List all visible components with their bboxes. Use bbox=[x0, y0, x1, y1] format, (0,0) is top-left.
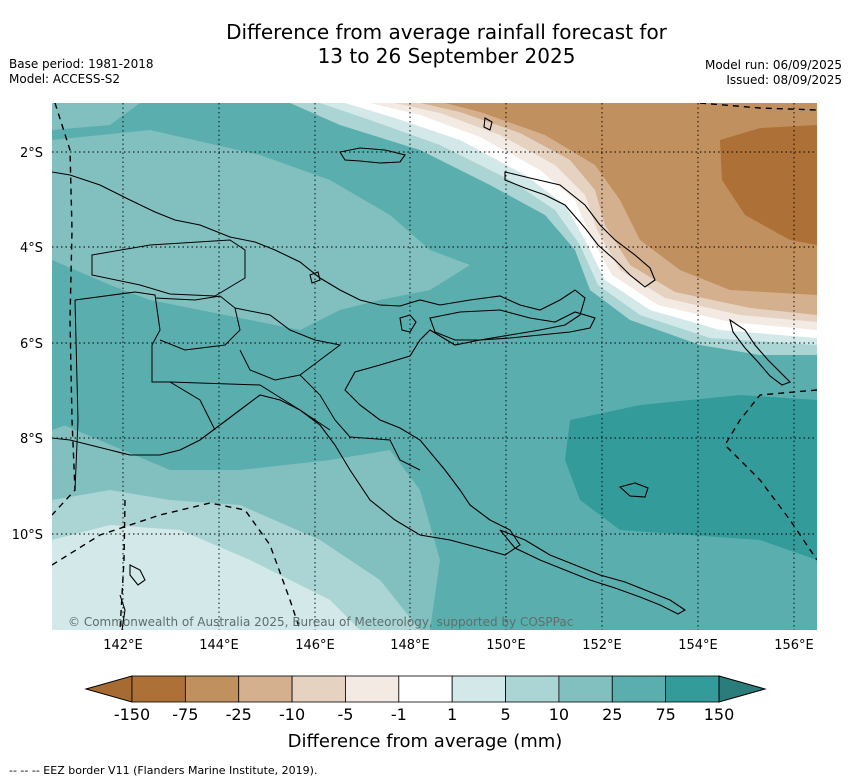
karkar-island bbox=[309, 271, 321, 284]
field-palest-sw bbox=[52, 525, 360, 630]
issued-date: Issued: 08/09/2025 bbox=[726, 73, 842, 87]
field-mid-west bbox=[52, 280, 110, 430]
colorbar-tick-label: 150 bbox=[704, 705, 735, 724]
gulf-border bbox=[299, 374, 421, 471]
lon-label: 154°E bbox=[678, 638, 718, 653]
colorbar-tick-labels: -150 -75 -25 -10 -5 -1 1 5 10 25 75 150 bbox=[114, 705, 734, 724]
map-title: Difference from average rainfall forecas… bbox=[0, 20, 850, 68]
western-province-border bbox=[74, 291, 216, 431]
eez-west bbox=[52, 103, 76, 516]
new-britain-west bbox=[429, 309, 596, 341]
bougainville bbox=[729, 318, 791, 386]
colorbar-cell bbox=[345, 675, 400, 703]
colorbar-tick-label: -75 bbox=[172, 705, 198, 724]
colorbar-cell bbox=[238, 675, 293, 703]
colorbar-tick-label: -25 bbox=[226, 705, 252, 724]
colorbar-tick-label: -5 bbox=[337, 705, 353, 724]
model-run: Model run: 06/09/2025 bbox=[704, 58, 842, 72]
colorbar-tick-label: 75 bbox=[655, 705, 675, 724]
lat-labels: 2°S 4°S 6°S 8°S 10°S bbox=[12, 146, 43, 543]
new-ireland bbox=[504, 171, 656, 288]
colorbar-cell bbox=[505, 675, 560, 703]
colorbar-tick-label: 25 bbox=[602, 705, 622, 724]
field-light-nw bbox=[52, 103, 140, 130]
colorbar-tick-label: 10 bbox=[549, 705, 569, 724]
umboi-island bbox=[399, 314, 417, 333]
colorbar-tick-label: 1 bbox=[447, 705, 457, 724]
colorbar-cell bbox=[451, 675, 506, 703]
band-minus-75-150 bbox=[720, 125, 817, 245]
eez-east bbox=[724, 389, 817, 561]
colorbar-legend: -150 -75 -25 -10 -5 -1 1 5 10 25 75 150 Difference … bbox=[84, 675, 767, 752]
colorbar-cell bbox=[558, 675, 613, 703]
mussau-island bbox=[483, 117, 493, 131]
lat-label: 4°S bbox=[20, 241, 43, 256]
colorbar-cell bbox=[131, 675, 186, 703]
eez-south bbox=[52, 502, 301, 630]
meta-left: Base period: 1981-2018 Model: ACCESS-S2 bbox=[9, 57, 154, 87]
province-borders bbox=[74, 239, 421, 491]
colorbar-cell bbox=[398, 675, 453, 703]
colorbar-arrow-high bbox=[718, 675, 767, 703]
woodlark-island bbox=[618, 482, 649, 498]
graticule bbox=[52, 103, 817, 630]
meta-right: Model run: 06/09/2025 Issued: 08/09/2025 bbox=[705, 58, 842, 88]
torres-islands bbox=[129, 564, 146, 586]
lon-labels: 142°E 144°E 146°E 148°E 150°E 152°E 154°… bbox=[103, 638, 814, 653]
southern-highlands-border bbox=[169, 381, 331, 431]
eez-note: -- -- -- EEZ border V11 (Flanders Marine… bbox=[9, 764, 317, 777]
sandaun-border bbox=[91, 239, 246, 297]
model-name: Model: ACCESS-S2 bbox=[9, 72, 121, 86]
colorbar-arrow-low bbox=[84, 675, 133, 703]
lat-label: 10°S bbox=[12, 528, 43, 543]
lat-label: 8°S bbox=[20, 432, 43, 447]
png-mainland-coast bbox=[52, 171, 586, 556]
lat-label: 2°S bbox=[20, 146, 43, 161]
manus-island bbox=[339, 147, 406, 164]
colorbar-tick-label: 5 bbox=[500, 705, 510, 724]
lon-label: 150°E bbox=[486, 638, 526, 653]
map-plot-area: © Commonwealth of Australia 2025, Bureau… bbox=[52, 103, 817, 630]
colorbar-tick-label: -1 bbox=[391, 705, 407, 724]
international-border bbox=[74, 299, 79, 491]
field-dark-east bbox=[565, 395, 817, 560]
colorbar-cell bbox=[665, 675, 720, 703]
legend-title: Difference from average (mm) bbox=[288, 731, 563, 752]
lon-label: 142°E bbox=[103, 638, 143, 653]
lon-label: 156°E bbox=[774, 638, 814, 653]
highlands-border bbox=[234, 307, 342, 381]
colorbar-cell bbox=[184, 675, 240, 703]
enga-border bbox=[154, 295, 241, 351]
lat-label: 6°S bbox=[20, 337, 43, 352]
title-line-1: Difference from average rainfall forecas… bbox=[226, 20, 667, 44]
eez-borders bbox=[52, 103, 817, 630]
colorbar-cell bbox=[291, 675, 346, 703]
field-light-west bbox=[52, 130, 470, 330]
lon-label: 146°E bbox=[295, 638, 335, 653]
eez-torres bbox=[119, 499, 126, 630]
louisiade-archipelago bbox=[499, 529, 687, 615]
base-period: Base period: 1981-2018 bbox=[9, 57, 154, 71]
colorbar-cell bbox=[611, 675, 667, 703]
lon-label: 144°E bbox=[199, 638, 239, 653]
lon-label: 152°E bbox=[582, 638, 622, 653]
copyright-text: © Commonwealth of Australia 2025, Bureau… bbox=[68, 615, 573, 629]
colorbar-tick-label: -150 bbox=[114, 705, 150, 724]
colorbar-cells bbox=[131, 675, 720, 703]
title-line-2: 13 to 26 September 2025 bbox=[317, 44, 576, 68]
eez-north bbox=[699, 103, 817, 111]
lon-label: 148°E bbox=[390, 638, 430, 653]
colorbar-tick-label: -10 bbox=[279, 705, 305, 724]
